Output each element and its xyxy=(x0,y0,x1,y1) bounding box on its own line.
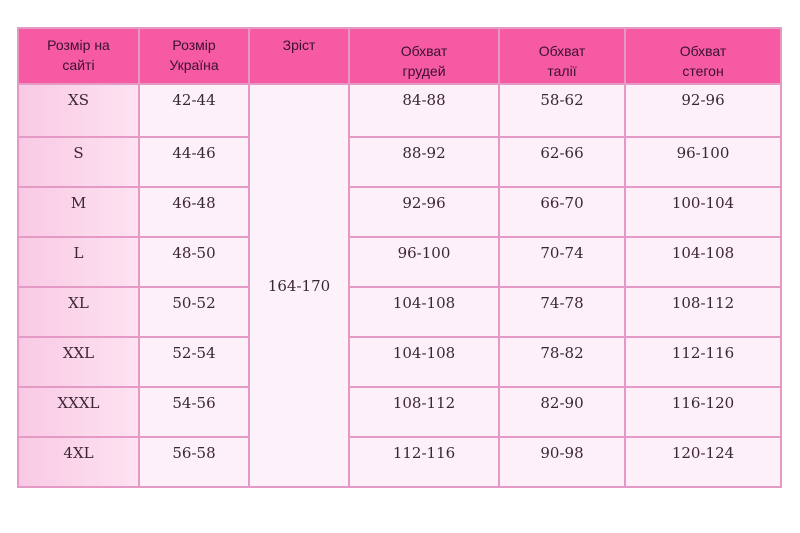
cell-hips: 108-112 xyxy=(624,286,782,338)
cell-ua-size: 50-52 xyxy=(138,286,250,338)
cell-site-size: XXL xyxy=(17,336,140,388)
cell-ua-size: 56-58 xyxy=(138,436,250,488)
header-row: Розмір на сайті Розмір Україна Зріст Обх… xyxy=(17,27,782,85)
cell-chest: 84-88 xyxy=(348,83,500,138)
cell-chest: 112-116 xyxy=(348,436,500,488)
table-row: M 46-48 92-96 66-70 100-104 xyxy=(17,186,782,238)
cell-waist: 70-74 xyxy=(498,236,626,288)
cell-ua-size: 44-46 xyxy=(138,136,250,188)
header-label: Обхват талії xyxy=(538,43,586,79)
header-chest: Обхват грудей xyxy=(348,27,500,85)
cell-site-size: L xyxy=(17,236,140,288)
cell-chest: 92-96 xyxy=(348,186,500,238)
cell-waist: 62-66 xyxy=(498,136,626,188)
size-chart-table: Розмір на сайті Розмір Україна Зріст Обх… xyxy=(17,27,782,488)
cell-ua-size: 46-48 xyxy=(138,186,250,238)
header-label: Розмір на сайті xyxy=(47,37,110,73)
cell-waist: 78-82 xyxy=(498,336,626,388)
cell-hips: 104-108 xyxy=(624,236,782,288)
header-ua-size: Розмір Україна xyxy=(138,27,250,85)
cell-site-size: M xyxy=(17,186,140,238)
cell-ua-size: 52-54 xyxy=(138,336,250,388)
cell-site-size: 4XL xyxy=(17,436,140,488)
header-label: Обхват стегон xyxy=(679,43,727,79)
cell-waist: 82-90 xyxy=(498,386,626,438)
cell-site-size: S xyxy=(17,136,140,188)
cell-hips: 96-100 xyxy=(624,136,782,188)
cell-site-size: XL xyxy=(17,286,140,338)
table-row: 4XL 56-58 112-116 90-98 120-124 xyxy=(17,436,782,488)
header-hips: Обхват стегон xyxy=(624,27,782,85)
cell-chest: 96-100 xyxy=(348,236,500,288)
table-row: XS 42-44 164-170 84-88 58-62 92-96 xyxy=(17,83,782,488)
table-row: XXXL 54-56 108-112 82-90 116-120 xyxy=(17,386,782,438)
header-label: Розмір Україна xyxy=(169,37,219,73)
cell-waist: 90-98 xyxy=(498,436,626,488)
table-row: S 44-46 88-92 62-66 96-100 xyxy=(17,136,782,188)
cell-site-size: XXXL xyxy=(17,386,140,438)
cell-waist: 58-62 xyxy=(498,83,626,138)
cell-hips: 116-120 xyxy=(624,386,782,438)
cell-chest: 104-108 xyxy=(348,286,500,338)
table-row: L 48-50 96-100 70-74 104-108 xyxy=(17,236,782,288)
cell-ua-size: 54-56 xyxy=(138,386,250,438)
cell-hips: 100-104 xyxy=(624,186,782,238)
header-label: Обхват грудей xyxy=(400,43,448,79)
cell-hips: 92-96 xyxy=(624,83,782,138)
cell-chest: 104-108 xyxy=(348,336,500,388)
cell-ua-size: 48-50 xyxy=(138,236,250,288)
table-row: XL 50-52 104-108 74-78 108-112 xyxy=(17,286,782,338)
cell-chest: 88-92 xyxy=(348,136,500,188)
cell-waist: 66-70 xyxy=(498,186,626,238)
cell-ua-size: 42-44 xyxy=(138,83,250,138)
cell-hips: 120-124 xyxy=(624,436,782,488)
header-height: Зріст xyxy=(248,27,350,85)
cell-chest: 108-112 xyxy=(348,386,500,438)
cell-height: 164-170 xyxy=(248,83,350,488)
header-site-size: Розмір на сайті xyxy=(17,27,140,85)
cell-hips: 112-116 xyxy=(624,336,782,388)
table-row: XXL 52-54 104-108 78-82 112-116 xyxy=(17,336,782,388)
cell-site-size: XS xyxy=(17,83,140,138)
header-waist: Обхват талії xyxy=(498,27,626,85)
cell-waist: 74-78 xyxy=(498,286,626,338)
